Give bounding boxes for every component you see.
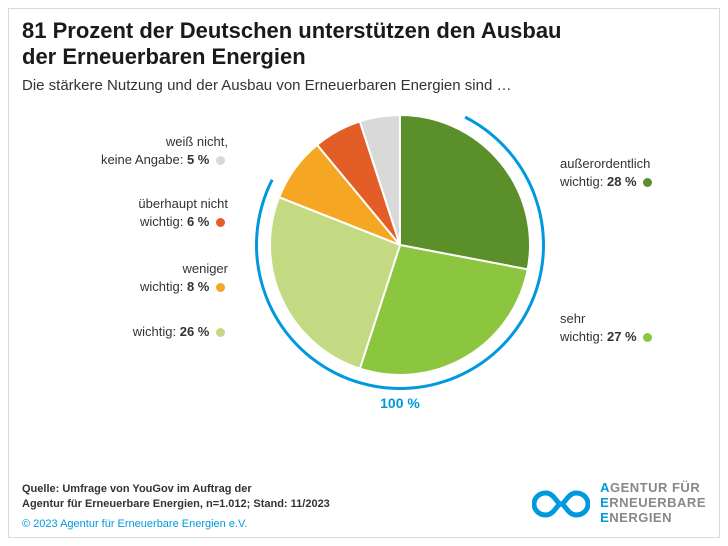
hl: E: [600, 495, 609, 510]
label-sehr: sehr wichtig: 27 %: [560, 310, 655, 345]
dot-icon: [643, 178, 652, 187]
label-ausserordentlich: außerordentlich wichtig: 28 %: [560, 155, 655, 190]
title-line-1: 81 Prozent der Deutschen unterstützen de…: [22, 18, 562, 43]
label-text2: wichtig:: [133, 324, 176, 339]
label-text: sehr: [560, 311, 585, 326]
label-pct: 8 %: [187, 279, 209, 294]
source-l1: Quelle: Umfrage von YouGov im Auftrag de…: [22, 483, 252, 495]
dot-icon: [216, 328, 225, 337]
label-text2: wichtig:: [140, 279, 183, 294]
label-ueberhaupt: überhaupt nicht wichtig: 6 %: [138, 195, 228, 230]
label-weniger: weniger wichtig: 8 %: [140, 260, 228, 295]
label-text2: wichtig:: [560, 329, 603, 344]
dot-icon: [216, 283, 225, 292]
total-label: 100 %: [372, 395, 428, 411]
footer: Quelle: Umfrage von YouGov im Auftrag de…: [22, 482, 402, 530]
label-text: weiß nicht,: [166, 134, 228, 149]
label-text: überhaupt nicht: [138, 196, 228, 211]
dot-icon: [643, 333, 652, 342]
dot-icon: [216, 156, 225, 165]
label-weissnicht: weiß nicht, keine Angabe: 5 %: [101, 133, 228, 168]
hl: A: [600, 480, 610, 495]
label-text: weniger: [182, 261, 228, 276]
label-text: außerordentlich: [560, 156, 650, 171]
chart-area: 100 % außerordentlich wichtig: 28 % sehr…: [0, 95, 728, 435]
brand-block: AGENTUR FÜR ERNEUERBARE ENERGIEN: [532, 481, 706, 526]
label-pct: 27 %: [607, 329, 637, 344]
label-text2: keine Angabe:: [101, 152, 183, 167]
label-pct: 5 %: [187, 152, 209, 167]
brand-text: AGENTUR FÜR ERNEUERBARE ENERGIEN: [600, 481, 706, 526]
rest: GENTUR FÜR: [610, 480, 700, 495]
source-text: Quelle: Umfrage von YouGov im Auftrag de…: [22, 482, 402, 512]
infinity-logo-icon: [532, 485, 590, 523]
page-title: 81 Prozent der Deutschen unterstützen de…: [22, 18, 706, 71]
pie-chart: 100 %: [260, 105, 540, 385]
header: 81 Prozent der Deutschen unterstützen de…: [22, 18, 706, 94]
source-l2: Agentur für Erneuerbare Energien, n=1.01…: [22, 498, 330, 510]
dot-icon: [216, 218, 225, 227]
rest: RNEUERBARE: [609, 495, 706, 510]
page-subtitle: Die stärkere Nutzung und der Ausbau von …: [22, 77, 706, 94]
hl: E: [600, 510, 609, 525]
label-wichtig: wichtig: 26 %: [133, 323, 228, 341]
label-pct: 26 %: [180, 324, 210, 339]
label-pct: 6 %: [187, 214, 209, 229]
title-line-2: der Erneuerbaren Energien: [22, 44, 306, 69]
label-text2: wichtig:: [560, 174, 603, 189]
rest: NERGIEN: [609, 510, 672, 525]
copyright: © 2023 Agentur für Erneuerbare Energien …: [22, 518, 402, 530]
label-text2: wichtig:: [140, 214, 183, 229]
label-pct: 28 %: [607, 174, 637, 189]
